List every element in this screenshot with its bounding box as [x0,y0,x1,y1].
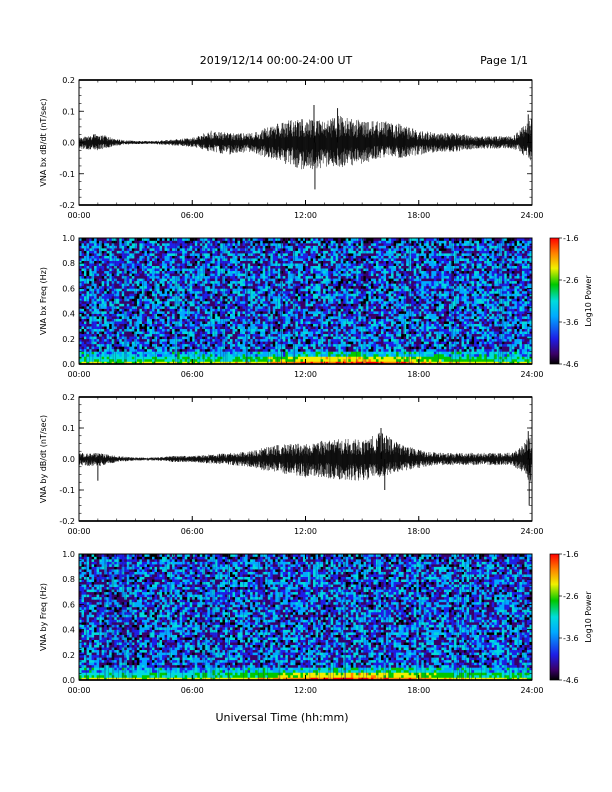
x-tick-label: 06:00 [181,527,204,536]
x-tick-label: 00:00 [67,527,90,536]
panel-1: 0.2 0.1 0.0 -0.1 -0.200:00 06:00 12:00 18:00 24:… [39,76,544,220]
page-number: Page 1/1 [480,54,528,67]
y-tick-label: 0.2 [62,76,75,85]
spectrogram-cells [79,238,533,365]
colorbar-tick-label: -2.6 [563,592,579,601]
y-tick-label: -0.1 [59,486,75,495]
y-tick-label: 1.0 [62,234,75,243]
y-tick-label: 0.1 [62,424,75,433]
y-tick-label: 0.8 [62,259,75,268]
y-axis-label: VNA bx dB/dt (nT/sec) [39,98,48,186]
x-tick-label: 18:00 [407,370,430,379]
x-tick-label: 18:00 [407,527,430,536]
x-tick-label: 18:00 [407,211,430,220]
y-tick-label: -0.2 [59,517,75,526]
y-tick-label: 0.0 [62,139,75,148]
panel-2: -1.6 -2.6 -3.6 -4.6 Log10 Power 1.0 0.8 0.6 0.4 0… [39,234,593,379]
x-tick-label: 18:00 [407,686,430,695]
y-tick-label: 0.0 [62,360,75,369]
x-tick-label: 00:00 [67,211,90,220]
colorbar-tick-label: -3.6 [563,318,579,327]
x-tick-label: 24:00 [520,686,543,695]
y-tick-label: 0.2 [62,651,75,660]
y-tick-label: 0.2 [62,393,75,402]
colorbar-tick-label: -1.6 [563,234,579,243]
x-tick-label: 06:00 [181,211,204,220]
x-tick-label: 06:00 [181,686,204,695]
panel-4: -1.6 -2.6 -3.6 -4.6 Log10 Power 1.0 0.8 0.6 0.4 0… [39,550,593,695]
x-tick-label: 06:00 [181,370,204,379]
colorbar-tick-label: -2.6 [563,276,579,285]
colorbar-tick-label: -3.6 [563,634,579,643]
x-tick-label: 24:00 [520,370,543,379]
series-trace [78,115,533,170]
x-tick-label: 00:00 [67,686,90,695]
panel-3: 0.2 0.1 0.0 -0.1 -0.200:00 06:00 12:00 18:00 24:… [39,393,544,536]
y-tick-label: 0.8 [62,575,75,584]
x-tick-label: 24:00 [520,527,543,536]
y-tick-label: 0.0 [62,455,75,464]
spectrogram-cells [79,554,533,681]
x-axis-title: Universal Time (hh:mm) [216,711,349,724]
y-tick-label: -0.2 [59,201,75,210]
colorbar-label: Log10 Power [584,275,593,327]
colorbar-tick-label: -1.6 [563,550,579,559]
y-tick-label: 0.6 [62,284,75,293]
series-trace [78,432,533,482]
y-axis-label: VNA by Freq (Hz) [39,583,48,651]
x-tick-label: 12:00 [294,370,317,379]
panels: 0.20.10.0-0.1-0.200:00 06:00 12:00 18:00 24:… [39,76,593,695]
colorbar-tick-label: -4.6 [563,360,579,369]
x-tick-label: 12:00 [294,686,317,695]
y-tick-label: 0.4 [62,310,75,319]
y-tick-label: 0.1 [62,107,75,116]
plot-title: 2019/12/14 00:00-24:00 UT [200,54,353,67]
x-tick-label: 00:00 [67,370,90,379]
colorbar [549,237,560,365]
x-tick-label: 12:00 [294,527,317,536]
x-tick-label: 24:00 [520,211,543,220]
colorbar [549,553,560,681]
y-axis-label: VNA by dB/dt (nT/sec) [39,415,48,503]
y-tick-label: 0.2 [62,335,75,344]
colorbar-tick-label: -4.6 [563,676,579,685]
y-tick-label: 0.4 [62,626,75,635]
y-tick-label: 0.0 [62,676,75,685]
y-tick-label: -0.1 [59,170,75,179]
y-tick-label: 1.0 [62,550,75,559]
x-tick-label: 12:00 [294,211,317,220]
colorbar-label: Log10 Power [584,591,593,643]
y-tick-label: 0.6 [62,600,75,609]
y-axis-label: VNA bx Freq (Hz) [39,267,48,335]
